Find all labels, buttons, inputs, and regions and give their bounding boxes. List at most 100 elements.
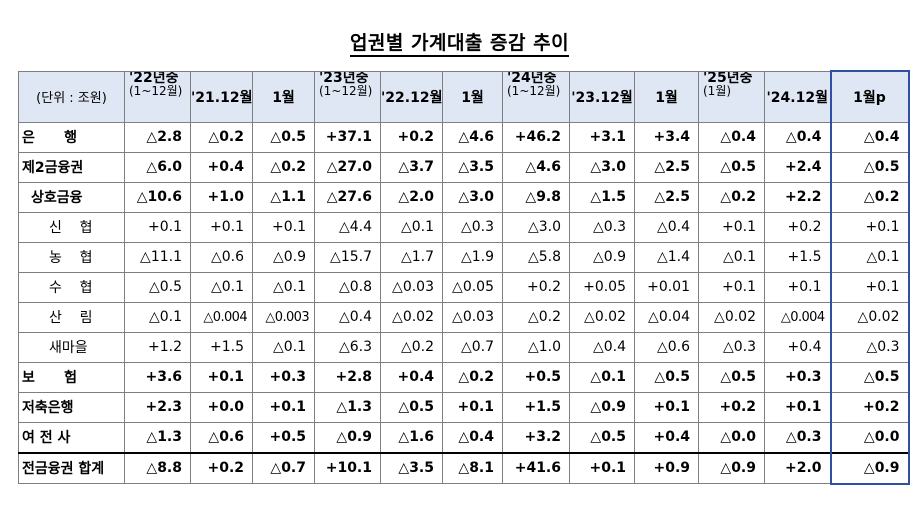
value-cell: +0.2 [698,391,765,423]
header-year: '24년중 [507,71,557,86]
value-cell: +0.1 [569,451,635,484]
value-cell: +0.1 [764,271,831,303]
table-row: 여 전 사 △1.3 △0.6 +0.5 △0.9 △1.6 △0.4 +3.2 △0.5 +0.… [18,421,910,453]
value-cell: +2.0 [764,451,831,484]
value-cell: △0.2 [190,121,253,153]
value-cell: △3.0 [442,181,503,213]
value-cell: △0.004 [764,301,831,333]
header-month: 1월p [829,70,910,123]
row-label: 상호금융 [18,181,125,213]
value-cell: +0.01 [634,271,699,303]
value-cell: △0.1 [190,271,253,303]
value-cell: +0.5 [252,421,315,453]
value-cell: +0.1 [190,211,253,243]
value-cell: +0.1 [442,391,503,423]
value-cell: +2.2 [764,181,831,213]
value-cell: +2.3 [124,391,191,423]
value-cell: △4.6 [502,151,570,183]
value-cell: △1.3 [314,391,381,423]
value-cell: △10.6 [124,181,191,213]
value-cell: △0.5 [634,361,699,393]
value-cell: △3.0 [502,211,570,243]
value-cell: △0.03 [442,301,503,333]
value-cell: △1.1 [252,181,315,213]
value-cell: +0.0 [190,391,253,423]
value-cell: △0.7 [252,451,315,484]
value-cell: △0.5 [252,121,315,153]
value-cell: △2.0 [380,181,443,213]
header-year-period: '24년중 (1~12월) [502,70,570,123]
row-label: 새마을 [18,331,125,363]
value-cell: +0.5 [502,361,570,393]
value-cell: +1.5 [190,331,253,363]
value-cell: △0.9 [569,391,635,423]
value-cell: +0.1 [698,271,765,303]
value-cell: △8.8 [124,451,191,484]
value-cell: △0.5 [569,421,635,453]
value-cell: △0.3 [764,421,831,453]
value-cell: △0.05 [442,271,503,303]
value-cell: +10.1 [314,451,381,484]
table-row: 새마을 +1.2 +1.5 △0.1 △6.3 △0.2 △0.7 △1.0 △0.4 △0.6 △… [18,331,910,363]
header-month: 1월 [634,70,699,123]
value-cell: △0.04 [634,301,699,333]
value-cell: +0.2 [380,121,443,153]
value-cell: +2.8 [314,361,381,393]
value-cell: △0.5 [829,361,910,393]
value-cell: +0.2 [829,391,910,423]
value-cell: +0.4 [634,421,699,453]
value-cell: △0.1 [252,331,315,363]
value-cell: +0.4 [764,331,831,363]
row-label: 저축은행 [18,391,125,423]
table-row: 산 림 △0.1 △0.004 △0.003 △0.4 △0.02 △0.03 △0.2 △0.… [18,301,910,333]
value-cell: +3.6 [124,361,191,393]
value-cell: △0.2 [380,331,443,363]
value-cell: △0.2 [252,151,315,183]
value-cell: △3.0 [569,151,635,183]
value-cell: +0.3 [252,361,315,393]
value-cell: △0.1 [124,301,191,333]
value-cell: △6.0 [124,151,191,183]
header-year-period: '25년중 (1월) [698,70,765,123]
header-period: (1~12월) [319,83,373,98]
value-cell: △0.1 [569,361,635,393]
value-cell: +1.2 [124,331,191,363]
value-cell: +0.1 [190,361,253,393]
header-year: '22년중 [129,71,179,86]
row-label: 여 전 사 [18,421,125,453]
value-cell: △0.3 [569,211,635,243]
value-cell: △4.4 [314,211,381,243]
value-cell: △0.6 [634,331,699,363]
row-label: 은 행 [18,121,125,153]
value-cell: △0.4 [829,121,910,153]
value-cell: +1.0 [190,181,253,213]
header-row: (단위 : 조원) '22년중 (1~12월) '21.12월 1월 '23년중 (1~1… [18,70,910,123]
header-year-period: '23년중 (1~12월) [314,70,381,123]
value-cell: △15.7 [314,241,381,273]
value-cell: +1.5 [764,241,831,273]
table-row: 상호금융 △10.6 +1.0 △1.1 △27.6 △2.0 △3.0 △9.8 △1.5 △2… [18,181,910,213]
value-cell: △0.02 [380,301,443,333]
value-cell: △27.0 [314,151,381,183]
row-label: 산 림 [18,301,125,333]
value-cell: △0.4 [569,331,635,363]
value-cell: △0.03 [380,271,443,303]
header-month: 1월 [442,70,503,123]
value-cell: △0.4 [764,121,831,153]
value-cell: +0.2 [502,271,570,303]
row-label: 제2금융권 [18,151,125,183]
header-month: '22.12월 [380,70,443,123]
value-cell: △5.8 [502,241,570,273]
table-row: 신 협 +0.1 +0.1 +0.1 △4.4 △0.1 △0.3 △3.0 △0.3 △0.4 +… [18,211,910,243]
value-cell: +41.6 [502,451,570,484]
value-cell: △1.4 [634,241,699,273]
value-cell: +46.2 [502,121,570,153]
value-cell: +0.3 [764,361,831,393]
value-cell: △0.9 [252,241,315,273]
value-cell: △0.02 [698,301,765,333]
value-cell: △0.0 [829,421,910,453]
household-loan-table: (단위 : 조원) '22년중 (1~12월) '21.12월 1월 '23년중 (1~1… [18,70,910,485]
table-row: 농 협 △11.1 △0.6 △0.9 △15.7 △1.7 △1.9 △5.8 △0.9 △1.… [18,241,910,273]
value-cell: △0.003 [252,301,315,333]
value-cell: △2.8 [124,121,191,153]
